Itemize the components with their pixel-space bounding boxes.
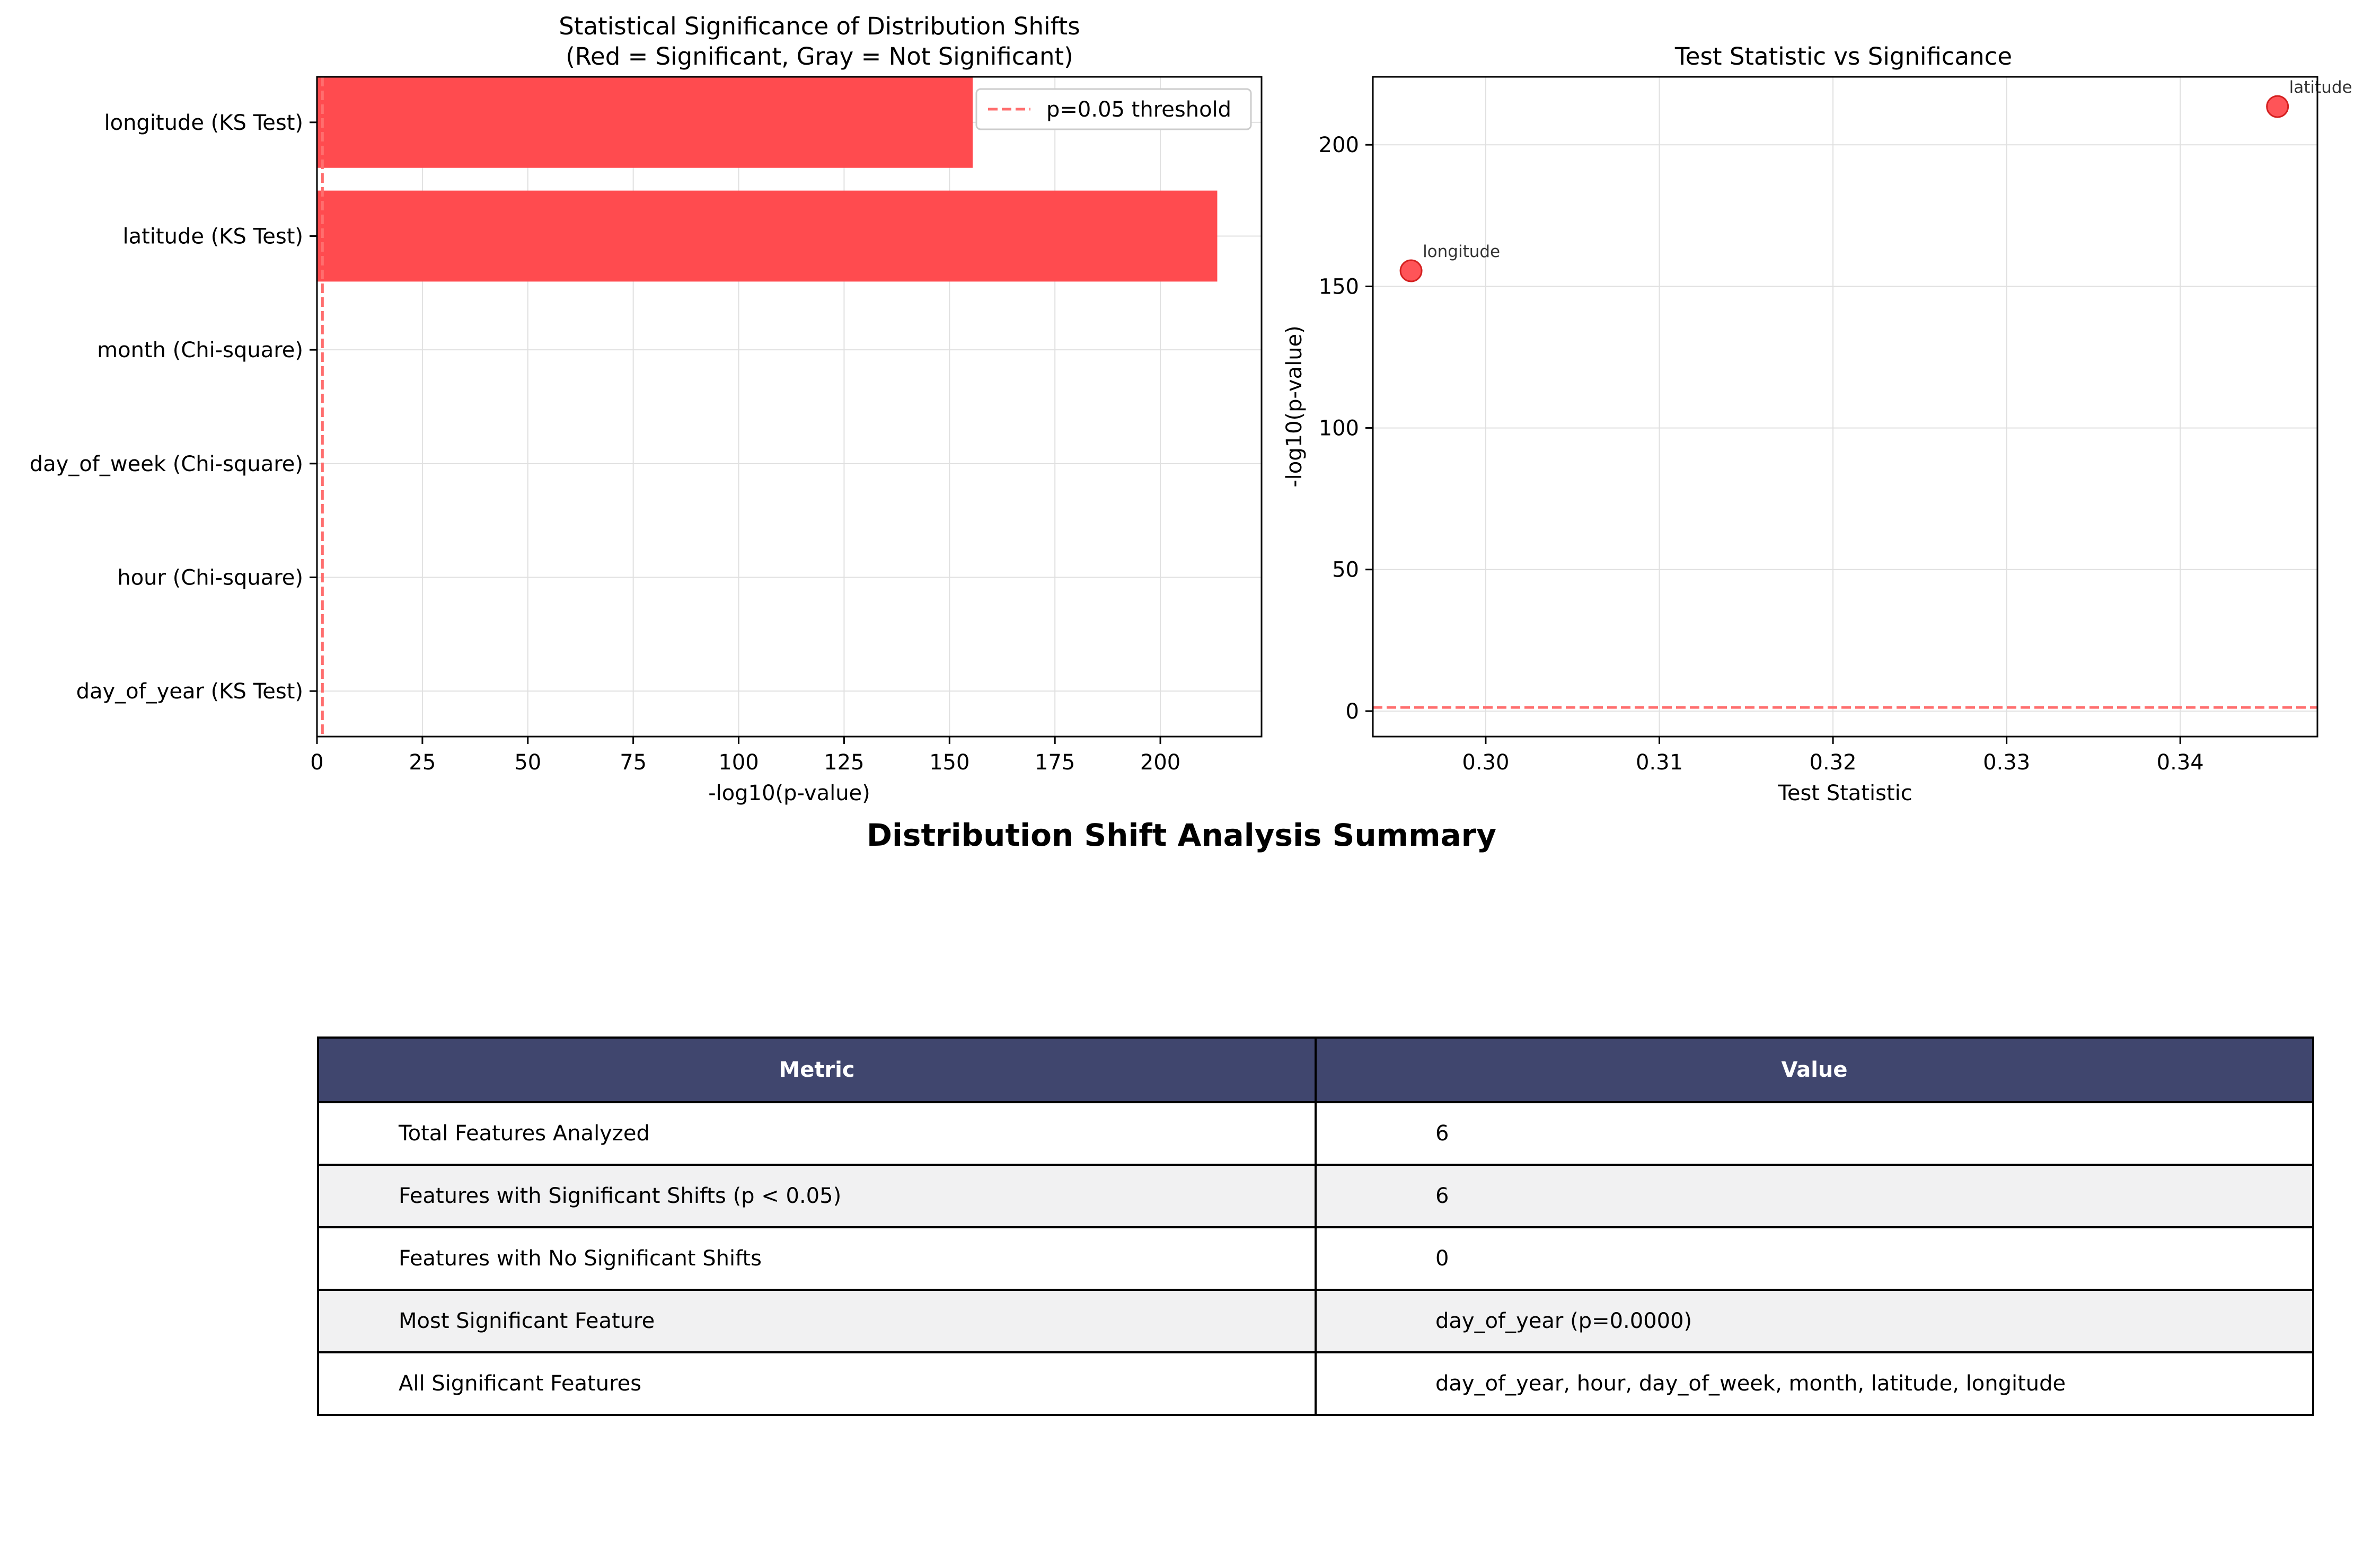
table-row: Features with No Significant Shifts 0: [317, 1226, 2314, 1291]
scatter-y-tick-label: 50: [1332, 558, 1359, 582]
metric-cell: Total Features Analyzed: [317, 1101, 1317, 1166]
bar-tick-labels: 0 25 50 75 100 125 150 175 200 longitude (KS Test…: [30, 111, 1181, 775]
value-cell: 6: [1315, 1101, 2314, 1166]
bar-y-tick-label: latitude (KS Test): [123, 225, 304, 249]
bar-legend-box: [975, 88, 1252, 130]
bar-legend-label: p=0.05 threshold: [1046, 98, 1231, 122]
scatter-x-tick-label: 0.33: [1983, 750, 2030, 775]
scatter-chart: Test Statistic vs Significance longitude…: [1282, 42, 2352, 805]
value-cell: day_of_year, hour, day_of_week, month, l…: [1315, 1351, 2314, 1416]
scatter-y-tick-label: 0: [1346, 699, 1359, 724]
bar-y-tick-label: day_of_year (KS Test): [76, 679, 303, 704]
value-cell: 0: [1315, 1226, 2314, 1291]
bar-x-tick-label: 25: [409, 750, 436, 775]
metric-cell: Features with Significant Shifts (p < 0.…: [317, 1164, 1317, 1228]
scatter-chart-title: Test Statistic vs Significance: [1674, 42, 2012, 70]
bar-x-tick-label: 100: [718, 750, 759, 775]
metric-cell: Features with No Significant Shifts: [317, 1226, 1317, 1291]
scatter-x-axis-label: Test Statistic: [1777, 781, 1912, 805]
bar-chart-subtitle: (Red = Significant, Gray = Not Significa…: [566, 42, 1073, 70]
scatter-point-label: longitude: [1423, 242, 1500, 261]
bar-y-tick-label: month (Chi-square): [97, 338, 303, 362]
bar-x-tick-label: 0: [310, 750, 323, 775]
scatter-x-tick-label: 0.34: [2157, 750, 2204, 775]
bar: [317, 77, 973, 168]
bar-x-tick-label: 125: [824, 750, 864, 775]
table-row: Most Significant Feature day_of_year (p=…: [317, 1289, 2314, 1353]
bar-x-tick-label: 200: [1140, 750, 1180, 775]
metric-cell: Most Significant Feature: [317, 1289, 1317, 1353]
bar-x-tick-label: 175: [1035, 750, 1075, 775]
scatter-series: longitude latitude: [1399, 78, 2352, 282]
metric-cell: All Significant Features: [317, 1351, 1317, 1416]
scatter-y-tick-label: 100: [1319, 417, 1359, 441]
bar-y-tick-label: longitude (KS Test): [104, 111, 303, 135]
scatter-point: [2266, 95, 2289, 118]
bar-x-tick-label: 150: [929, 750, 969, 775]
summary-title: Distribution Shift Analysis Summary: [866, 817, 1497, 853]
table-row: Features with Significant Shifts (p < 0.…: [317, 1164, 2314, 1228]
value-column-header: Value: [1315, 1037, 2314, 1103]
bar-x-tick-label: 75: [620, 750, 647, 775]
bar-y-tick-label: day_of_week (Chi-square): [30, 452, 303, 476]
bar-y-tick-label: hour (Chi-square): [117, 565, 303, 590]
scatter-plot-frame: [1372, 76, 2318, 738]
scatter-y-axis-label: -log10(p-value): [1282, 325, 1307, 488]
bar-plot-frame: [316, 76, 1263, 738]
scatter-x-tick-label: 0.32: [1810, 750, 1857, 775]
table-row: All Significant Features day_of_year, ho…: [317, 1351, 2314, 1416]
bar-x-axis-label: -log10(p-value): [708, 781, 870, 805]
scatter-tick-labels: 0.30 0.31 0.32 0.33 0.34 0 50 100 150 200: [1319, 133, 2204, 775]
summary-table: Metric Value Total Features Analyzed 6 F…: [317, 1037, 2314, 1416]
bar-series: [317, 77, 1218, 282]
value-cell: day_of_year (p=0.0000): [1315, 1289, 2314, 1353]
scatter-x-tick-label: 0.30: [1462, 750, 1509, 775]
bar-chart: Statistical Significance of Distribution…: [30, 12, 1263, 805]
bar-legend: p=0.05 threshold: [975, 88, 1252, 130]
scatter-y-tick-label: 150: [1319, 274, 1359, 299]
summary-header-row: Metric Value: [317, 1037, 2314, 1103]
value-cell: 6: [1315, 1164, 2314, 1228]
metric-column-header: Metric: [317, 1037, 1317, 1103]
bar-chart-title: Statistical Significance of Distribution…: [559, 12, 1080, 40]
bar-x-tick-label: 50: [514, 750, 541, 775]
charts-canvas: Statistical Significance of Distribution…: [30, 12, 2352, 805]
scatter-point-label: latitude: [2289, 78, 2352, 97]
table-row: Total Features Analyzed 6: [317, 1101, 2314, 1166]
bar: [317, 190, 1218, 282]
scatter-y-tick-label: 200: [1319, 133, 1359, 157]
bar-grid: [316, 77, 1262, 737]
scatter-grid: [1373, 77, 2317, 737]
scatter-x-tick-label: 0.31: [1636, 750, 1683, 775]
scatter-point: [1399, 259, 1423, 282]
